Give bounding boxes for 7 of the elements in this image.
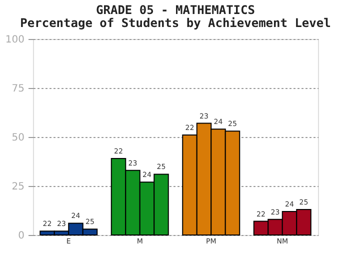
y-tick-label: 50 xyxy=(12,132,24,144)
y-tick-label: 25 xyxy=(12,182,24,192)
y-tick-label: 100 xyxy=(5,34,24,46)
chart-subtitle: Percentage of Students by Achievement Level xyxy=(20,16,331,30)
y-tick-label: 0 xyxy=(18,230,24,242)
y-tick-label: 75 xyxy=(12,84,24,94)
chart-title: GRADE 05 - MATHEMATICS xyxy=(96,3,255,17)
